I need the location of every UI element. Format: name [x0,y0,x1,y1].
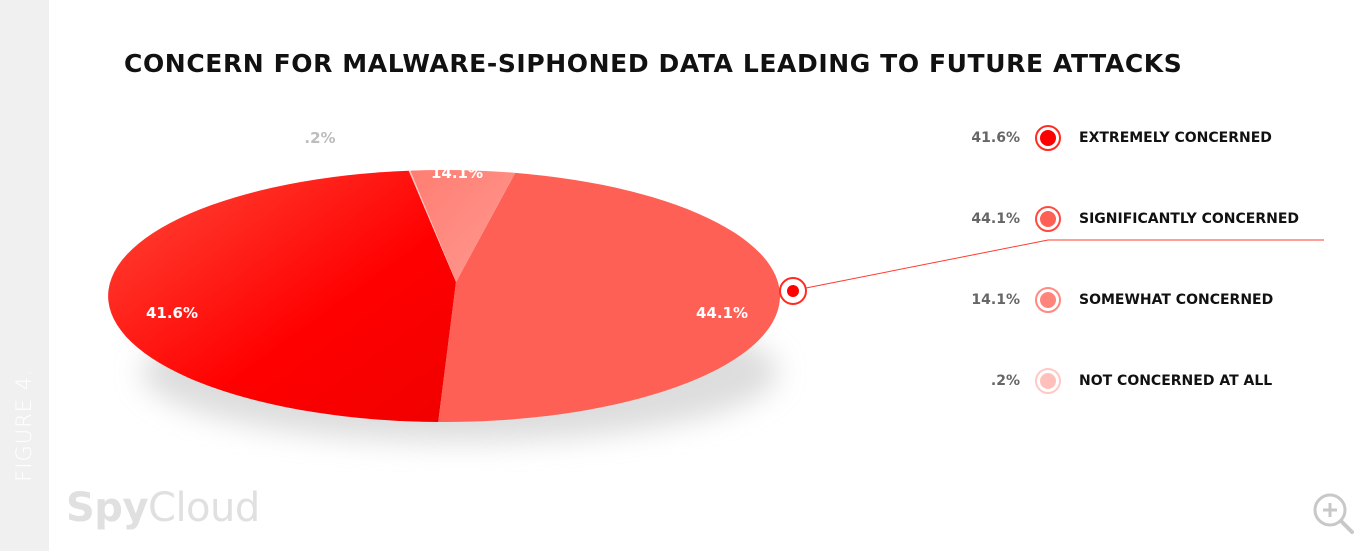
legend-item-somewhat-concerned: 14.1% SOMEWHAT CONCERNED [940,280,1340,320]
pie-slice-not-concerned-at-all [408,170,456,282]
legend-swatch-icon [1035,368,1061,394]
logo-part-spy: Spy [66,485,149,531]
legend-swatch-icon [1035,125,1061,151]
callout-line-diagonal [805,239,1049,289]
zoom-in-icon[interactable] [1310,490,1354,534]
pie-label-somewhat-concerned: 14.1% [431,164,483,182]
legend-label: NOT CONCERNED AT ALL [1079,373,1273,389]
chart-title: CONCERN FOR MALWARE-SIPHONED DATA LEADIN… [124,49,1183,78]
legend-item-significantly-concerned: 44.1% SIGNIFICANTLY CONCERNED [940,199,1340,239]
figure-side-strip: FIGURE 4. [0,0,49,551]
pie-slice-significantly-concerned [438,172,781,422]
pie-label-extremely-concerned: 41.6% [146,304,198,322]
pie-slice-extremely-concerned [108,170,456,422]
legend-swatch-icon [1035,287,1061,313]
legend-label: SOMEWHAT CONCERNED [1079,292,1274,308]
legend-label: SIGNIFICANTLY CONCERNED [1079,211,1300,227]
spycloud-logo: SpyCloud [66,485,260,531]
legend-percent: 44.1% [971,211,1020,227]
callout-marker-dot [787,285,799,297]
logo-part-cloud: Cloud [148,485,260,531]
legend-item-not-concerned-at-all: .2% NOT CONCERNED AT ALL [940,361,1340,401]
legend-label: EXTREMELY CONCERNED [1079,130,1272,146]
legend-percent: 41.6% [971,130,1020,146]
legend-swatch-icon [1035,206,1061,232]
legend-item-extremely-concerned: 41.6% EXTREMELY CONCERNED [940,118,1340,158]
legend-percent: 14.1% [971,292,1020,308]
pie-label-significantly-concerned: 44.1% [696,304,748,322]
pie-slice-somewhat-concerned [410,169,516,282]
legend-percent: .2% [990,373,1020,389]
pie-label-not-concerned-at-all: .2% [304,129,335,147]
